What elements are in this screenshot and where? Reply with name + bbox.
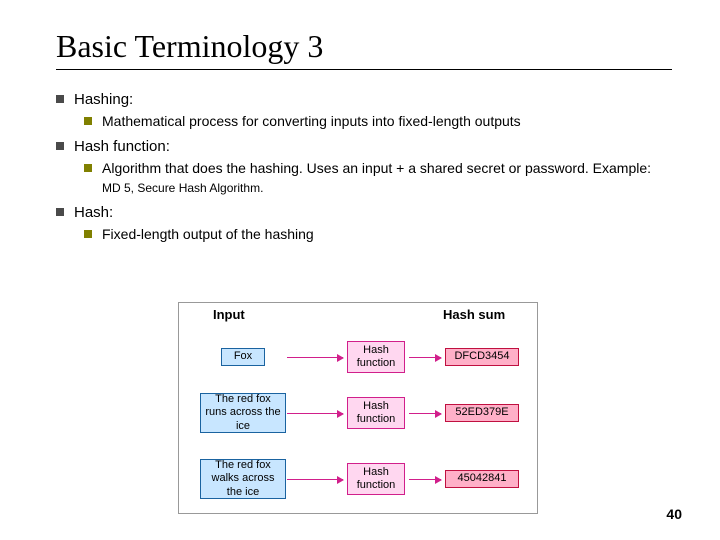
diagram-function-box: Hash function [347, 397, 405, 429]
diagram-function-box: Hash function [347, 463, 405, 495]
sub-bullet: Algorithm that does the hashing. Uses an… [84, 159, 672, 197]
square-bullet-icon [84, 230, 92, 238]
sub-text: Mathematical process for converting inpu… [102, 112, 521, 131]
arrow-icon [409, 357, 441, 358]
square-bullet-icon [56, 95, 64, 103]
diagram-output-box: DFCD3454 [445, 348, 519, 366]
diagram-header-input: Input [213, 307, 245, 322]
term-label: Hash: [74, 203, 113, 223]
square-bullet-icon [56, 208, 64, 216]
arrow-icon [287, 413, 343, 414]
term-label: Hash function: [74, 137, 170, 157]
diagram-output-box: 52ED379E [445, 404, 519, 422]
arrow-icon [409, 413, 441, 414]
page-number: 40 [666, 506, 682, 522]
sub-text-example: MD 5, Secure Hash Algorithm. [102, 181, 263, 195]
diagram-input-box: The red fox runs across the ice [200, 393, 286, 433]
square-bullet-icon [56, 142, 64, 150]
sub-bullet: Fixed-length output of the hashing [84, 225, 672, 244]
diagram-header-hashsum: Hash sum [443, 307, 505, 322]
slide-content: Hashing: Mathematical process for conver… [56, 90, 672, 244]
diagram-function-box: Hash function [347, 341, 405, 373]
sub-text: Algorithm that does the hashing. Uses an… [102, 159, 672, 197]
sub-text: Fixed-length output of the hashing [102, 225, 314, 244]
diagram-output-box: 45042841 [445, 470, 519, 488]
square-bullet-icon [84, 164, 92, 172]
hash-diagram: Input Hash sum Fox Hash function DFCD3454 T… [178, 302, 538, 514]
square-bullet-icon [84, 117, 92, 125]
bullet-hashing: Hashing: [56, 90, 672, 110]
bullet-hash-function: Hash function: [56, 137, 672, 157]
sub-text-main: Algorithm that does the hashing. Uses an… [102, 160, 651, 176]
slide: Basic Terminology 3 Hashing: Mathematica… [0, 0, 720, 540]
arrow-icon [409, 479, 441, 480]
arrow-icon [287, 479, 343, 480]
diagram-input-box: The red fox walks across the ice [200, 459, 286, 499]
bullet-hash: Hash: [56, 203, 672, 223]
term-label: Hashing: [74, 90, 133, 110]
arrow-icon [287, 357, 343, 358]
slide-title: Basic Terminology 3 [56, 28, 672, 70]
diagram-input-box: Fox [221, 348, 265, 366]
sub-bullet: Mathematical process for converting inpu… [84, 112, 672, 131]
